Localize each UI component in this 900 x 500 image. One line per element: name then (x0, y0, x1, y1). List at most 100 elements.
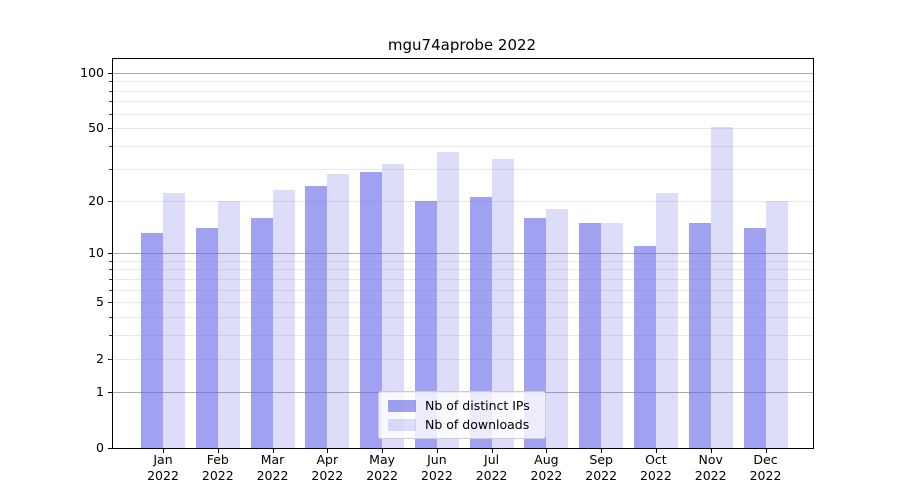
x-tick-label: Jun 2022 (420, 452, 453, 483)
minor-gridline (113, 335, 813, 337)
y-tick-label: 50 (88, 120, 104, 136)
y-minor-tick-mark (109, 90, 112, 92)
bar-downloads (601, 222, 624, 448)
legend-label-downloads: Nb of downloads (425, 417, 530, 432)
y-tick-label: 5 (96, 294, 104, 310)
minor-gridline (113, 200, 813, 202)
y-tick-mark (108, 448, 112, 449)
minor-gridline (113, 289, 813, 291)
y-minor-tick-mark (109, 168, 112, 170)
x-tick-label: Aug 2022 (530, 452, 563, 483)
y-minor-tick-mark (109, 302, 112, 304)
bar-downloads (382, 163, 405, 448)
x-tick-mark (163, 449, 164, 453)
minor-gridline (113, 90, 813, 92)
bar-distinct-ips (414, 200, 437, 448)
y-tick-label: 10 (88, 245, 104, 261)
bar-downloads (710, 126, 733, 448)
minor-gridline (113, 317, 813, 319)
y-minor-tick-mark (109, 289, 112, 291)
bar-distinct-ips (305, 186, 328, 448)
bar-downloads (327, 174, 350, 448)
y-tick-label: 0 (96, 440, 104, 455)
bar-distinct-ips (195, 227, 218, 448)
legend-swatch-distinct-ips (388, 399, 416, 412)
minor-gridline (113, 260, 813, 262)
y-minor-tick-mark (109, 128, 112, 130)
x-tick-mark (217, 449, 219, 453)
y-minor-tick-mark (109, 358, 112, 360)
minor-gridline (113, 302, 813, 304)
minor-gridline (113, 278, 813, 280)
x-tick-label: Dec 2022 (749, 452, 782, 483)
x-tick-mark (710, 449, 712, 453)
bar-downloads (217, 200, 240, 448)
bar-distinct-ips (688, 222, 711, 448)
legend-swatch-downloads (388, 418, 416, 431)
x-tick-label: Mar 2022 (256, 452, 289, 483)
x-tick-label: Apr 2022 (311, 452, 344, 483)
bar-distinct-ips (743, 227, 766, 448)
y-minor-tick-mark (109, 101, 112, 103)
x-tick-label: Sep 2022 (585, 452, 618, 483)
bar-distinct-ips (579, 222, 602, 448)
x-tick-mark (327, 449, 329, 453)
x-tick-mark (491, 449, 493, 453)
bar-downloads (163, 193, 185, 448)
bar-distinct-ips (360, 171, 383, 448)
major-gridline (113, 253, 813, 255)
bar-downloads (546, 208, 569, 448)
y-minor-tick-mark (109, 113, 112, 115)
y-minor-tick-mark (109, 146, 112, 148)
x-tick-label: May 2022 (366, 452, 398, 483)
x-tick-mark (655, 449, 657, 453)
bar-downloads (765, 200, 788, 448)
minor-gridline (113, 113, 813, 115)
chart-title: mgu74aprobe 2022 (387, 36, 537, 54)
x-tick-label: Jan 2022 (147, 452, 179, 483)
legend-item-downloads: Nb of downloads (388, 417, 536, 432)
x-tick-mark (601, 449, 603, 453)
y-tick-mark (108, 72, 112, 74)
legend-item-distinct-ips: Nb of distinct IPs (388, 398, 536, 413)
bar-distinct-ips (633, 246, 656, 448)
y-tick-mark (108, 391, 112, 393)
x-tick-label: Jul 2022 (475, 452, 508, 483)
legend: Nb of distinct IPs Nb of downloads (378, 391, 546, 439)
y-minor-tick-mark (109, 317, 112, 319)
minor-gridline (113, 168, 813, 170)
y-tick-mark (108, 253, 112, 255)
x-tick-label: Oct 2022 (639, 452, 672, 483)
bar-distinct-ips (524, 217, 547, 448)
minor-gridline (113, 358, 813, 360)
y-minor-tick-mark (109, 81, 112, 83)
y-minor-tick-mark (109, 200, 112, 202)
y-minor-tick-mark (109, 278, 112, 280)
bar-downloads (491, 159, 514, 448)
bar-downloads (436, 152, 459, 448)
y-tick-label: 20 (88, 192, 104, 208)
y-tick-label: 1 (96, 383, 104, 399)
y-tick-label: 100 (80, 64, 104, 80)
x-tick-label: Feb 2022 (201, 452, 234, 483)
x-tick-label: Nov 2022 (694, 452, 727, 483)
minor-gridline (113, 128, 813, 130)
x-tick-mark (382, 449, 384, 453)
y-minor-tick-mark (109, 335, 112, 337)
bar-downloads (272, 189, 295, 448)
y-tick-label: 2 (96, 350, 104, 366)
plot-area: Nb of distinct IPs Nb of downloads (112, 58, 814, 449)
x-tick-mark (272, 449, 274, 453)
y-minor-tick-mark (109, 269, 112, 271)
bar-distinct-ips (250, 217, 273, 448)
bar-distinct-ips (469, 196, 492, 448)
minor-gridline (113, 269, 813, 271)
legend-label-distinct-ips: Nb of distinct IPs (425, 398, 530, 413)
bar-downloads (655, 193, 678, 448)
minor-gridline (113, 101, 813, 103)
x-tick-mark (546, 449, 548, 453)
x-tick-mark (765, 449, 767, 453)
y-minor-tick-mark (109, 260, 112, 262)
minor-gridline (113, 81, 813, 83)
